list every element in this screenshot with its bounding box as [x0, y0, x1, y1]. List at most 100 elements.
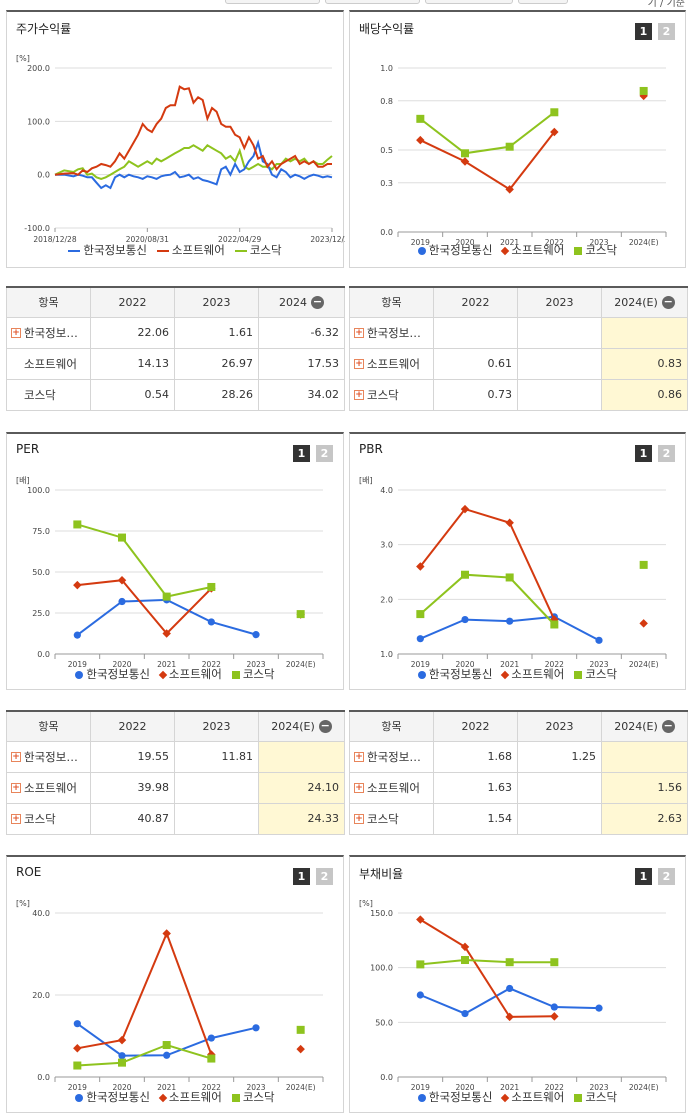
expand-icon[interactable]: + — [11, 814, 21, 824]
table-header-cell: 2023 — [517, 286, 602, 318]
table-row: + 한국정보… 22.06 1.61 -6.32 — [6, 316, 345, 349]
legend-item[interactable]: 소프트웨어 — [501, 242, 564, 258]
table-cell: 1.68 — [433, 740, 518, 773]
collapse-icon[interactable]: − — [318, 719, 332, 733]
series-line — [77, 1043, 212, 1067]
expand-icon[interactable]: + — [11, 783, 21, 793]
data-point — [505, 1012, 514, 1022]
row-label: + 한국정보… — [6, 316, 91, 349]
table-header-cell: 2022 — [433, 286, 518, 318]
legend-item[interactable]: 한국정보통신 — [417, 1089, 492, 1105]
legend-label: 한국정보통신 — [83, 243, 147, 257]
period-button[interactable] — [325, 0, 420, 4]
period-button[interactable] — [425, 0, 513, 4]
series-line — [420, 958, 555, 966]
data-point — [550, 1012, 559, 1021]
y-tick-label: 4.0 — [380, 486, 393, 495]
dividend-table: 항목 2022 2023 2024(E) − + 한국정보… + 소프트웨어 0.61 0.83 + 코… — [349, 286, 688, 411]
legend-item[interactable]: 한국정보통신 — [417, 242, 492, 258]
legend-item[interactable]: 한국정보통신 — [75, 1089, 150, 1105]
per-chart: [배] 0.0 25.0 50.0 75.0 100.0 2019 2020 2021 2022 2… — [16, 476, 324, 668]
collapse-icon[interactable]: − — [661, 295, 675, 309]
expand-icon[interactable]: + — [11, 752, 21, 762]
x-tick-label: 2024(E) — [629, 1083, 659, 1091]
page-1-button[interactable]: 1 — [293, 868, 310, 885]
unit-label: [배] — [16, 476, 30, 485]
data-point — [550, 108, 559, 117]
collapse-icon[interactable]: − — [311, 295, 324, 309]
table-header-cell: 항목 — [349, 286, 434, 318]
page-2-button[interactable]: 2 — [658, 868, 675, 885]
chart-legend: 한국정보통신 소프트웨어 코스닥 — [350, 242, 685, 258]
page-2-button[interactable]: 2 — [316, 445, 333, 462]
table-cell — [433, 316, 518, 349]
page-1-button[interactable]: 1 — [635, 868, 652, 885]
data-point — [252, 631, 260, 639]
legend-item[interactable]: 한국정보통신 — [75, 666, 150, 682]
collapse-icon[interactable]: − — [661, 719, 675, 733]
legend-item[interactable]: 소프트웨어 — [501, 1089, 564, 1105]
table-cell — [517, 378, 602, 411]
page-1-button[interactable]: 1 — [293, 445, 310, 462]
legend-item[interactable]: 코스닥 — [574, 242, 617, 258]
expand-icon[interactable]: + — [354, 359, 364, 369]
legend-item[interactable]: 소프트웨어 — [501, 666, 564, 682]
row-label-text: 소프트웨어 — [24, 356, 77, 371]
expand-icon[interactable]: + — [354, 390, 364, 400]
expand-icon[interactable]: + — [354, 814, 364, 824]
page-2-button[interactable]: 2 — [658, 23, 675, 40]
page-1-button[interactable]: 1 — [635, 23, 652, 40]
unit-label: [%] — [16, 899, 30, 908]
header-label: 2022 — [118, 295, 147, 309]
data-point — [118, 1052, 126, 1060]
data-point — [252, 1024, 260, 1032]
legend-item[interactable]: 코스닥 — [231, 1089, 275, 1105]
x-tick-label: 2020 — [112, 1083, 131, 1091]
period-button[interactable] — [518, 0, 568, 4]
expand-icon[interactable]: + — [354, 328, 364, 338]
legend-label: 소프트웨어 — [171, 243, 225, 257]
data-point — [73, 631, 81, 639]
header-label: 2022 — [461, 719, 490, 733]
page-1-button[interactable]: 1 — [635, 445, 652, 462]
table-header-cell: 항목 — [6, 286, 91, 318]
per-table: 항목 2022 2023 2024(E) − + 한국정보… 19.55 11.81 + 소프트웨어… — [6, 710, 345, 835]
data-point — [461, 1009, 469, 1018]
legend-item[interactable]: 코스닥 — [231, 666, 275, 682]
x-tick-label: 2020 — [455, 1083, 474, 1091]
legend-item[interactable]: 한국정보통신 — [417, 666, 492, 682]
legend-item[interactable]: 소프트웨어 — [156, 242, 225, 258]
period-button[interactable] — [225, 0, 320, 4]
table-cell — [174, 802, 259, 835]
legend-item[interactable]: 코스닥 — [574, 1089, 617, 1105]
x-tick-label: 2019 — [411, 1083, 430, 1091]
legend-item[interactable]: 코스닥 — [574, 666, 617, 682]
y-tick-label: 0.0 — [37, 171, 50, 180]
legend-item[interactable]: 한국정보통신 — [68, 242, 147, 258]
table-cell: -6.32 — [258, 316, 345, 349]
legend-marker — [574, 1093, 583, 1102]
page-2-button[interactable]: 2 — [658, 445, 675, 462]
table-cell — [517, 347, 602, 380]
x-tick-label: 2022 — [202, 660, 221, 668]
legend-item[interactable]: 코스닥 — [234, 242, 282, 258]
table-header-cell: 2023 — [174, 286, 259, 318]
row-label-text: 한국정보… — [367, 325, 421, 340]
page-2-button[interactable]: 2 — [316, 868, 333, 885]
expand-icon[interactable]: + — [354, 752, 364, 762]
expand-icon[interactable]: + — [11, 328, 21, 338]
data-point — [416, 135, 425, 145]
legend-item[interactable]: 소프트웨어 — [158, 666, 222, 682]
data-point — [506, 984, 514, 993]
expand-icon[interactable]: + — [354, 783, 364, 793]
table-row: + 소프트웨어 39.98 24.10 — [6, 771, 345, 804]
legend-label: 한국정보통신 — [86, 667, 150, 681]
legend-item[interactable]: 소프트웨어 — [158, 1089, 222, 1105]
y-tick-label: 0.0 — [380, 1073, 393, 1082]
data-point — [460, 157, 470, 166]
